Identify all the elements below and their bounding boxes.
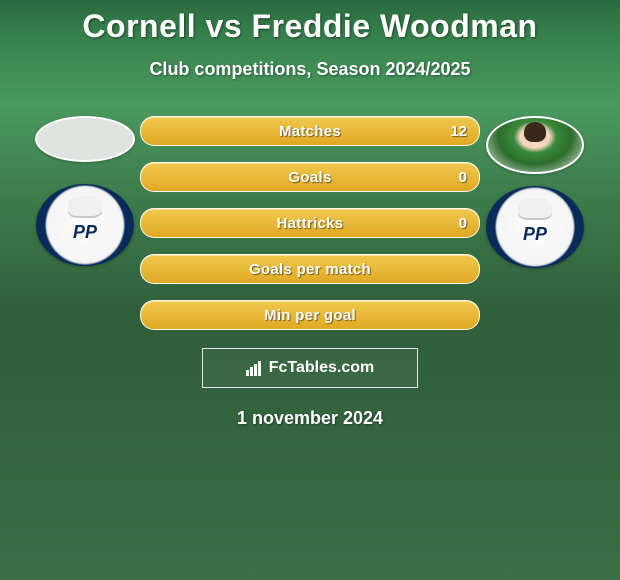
player-right-photo: [486, 116, 584, 174]
player-left-photo: [35, 116, 135, 162]
club-crest-left: PP: [36, 184, 134, 266]
crest-text-right: PP: [523, 227, 547, 242]
stat-bar-min-per-goal: Min per goal: [140, 300, 480, 330]
stat-bar-hattricks: Hattricks 0: [140, 208, 480, 238]
crest-text-left: PP: [73, 225, 97, 240]
stat-value: 0: [459, 169, 467, 186]
main-content: PP Matches 12 Goals 0 Hattricks 0 Goals …: [0, 116, 620, 330]
stat-value: 12: [450, 123, 467, 140]
watermark-box: FcTables.com: [202, 348, 418, 388]
stats-bars: Matches 12 Goals 0 Hattricks 0 Goals per…: [140, 116, 480, 330]
stat-label: Goals: [288, 169, 331, 186]
club-crest-right: PP: [486, 186, 584, 268]
date-text: 1 november 2024: [0, 408, 620, 429]
watermark-text: FcTables.com: [269, 359, 375, 377]
right-column: PP: [480, 116, 590, 268]
bars-chart-icon: [246, 361, 261, 376]
stat-label: Goals per match: [249, 261, 371, 278]
stat-bar-goals: Goals 0: [140, 162, 480, 192]
stat-value: 0: [459, 215, 467, 232]
stat-label: Min per goal: [264, 307, 356, 324]
stat-label: Hattricks: [277, 215, 344, 232]
page-subtitle: Club competitions, Season 2024/2025: [0, 59, 620, 80]
left-column: PP: [30, 116, 140, 266]
stat-label: Matches: [279, 123, 341, 140]
page-title: Cornell vs Freddie Woodman: [0, 0, 620, 45]
stat-bar-matches: Matches 12: [140, 116, 480, 146]
stat-bar-goals-per-match: Goals per match: [140, 254, 480, 284]
